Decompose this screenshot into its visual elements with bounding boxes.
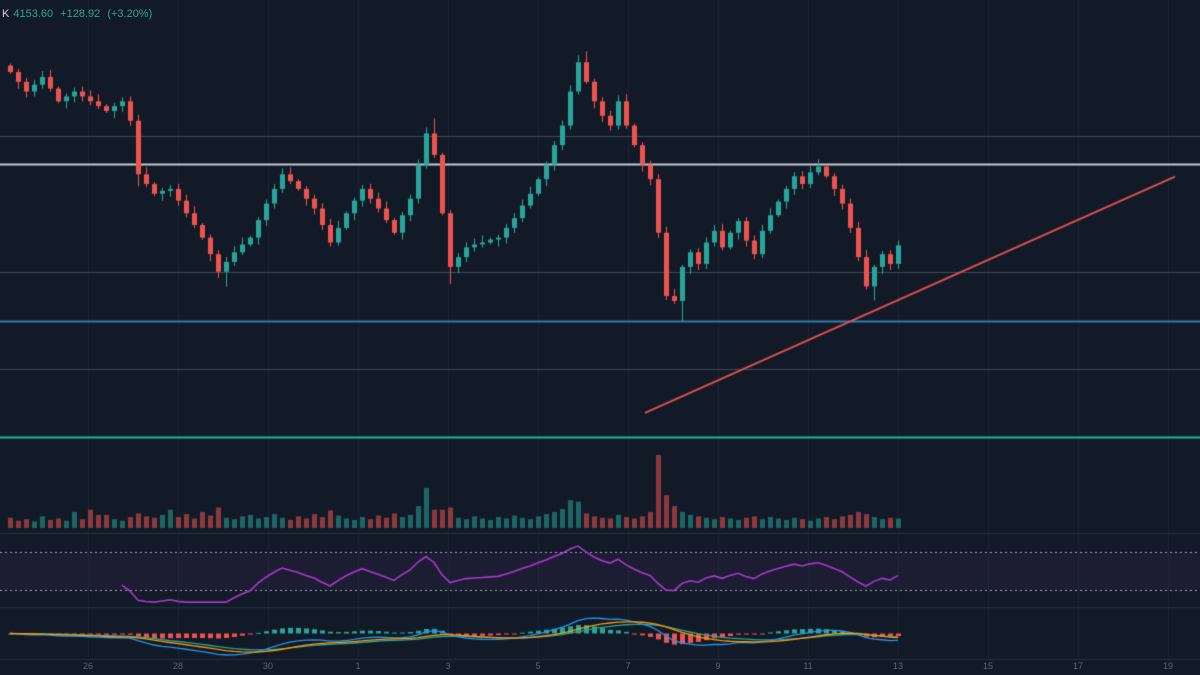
time-axis-label: 1 <box>355 661 361 671</box>
time-axis-label: 11 <box>803 661 813 671</box>
time-axis-label: 30 <box>262 661 274 671</box>
time-axis[interactable]: 26 28 30 1 3 5 7 9 11 13 15 17 19 <box>0 660 1200 675</box>
time-axis-label: 17 <box>1072 661 1084 671</box>
ticker-price: 4153.60 <box>13 8 54 20</box>
time-axis-label: 3 <box>445 661 451 671</box>
time-axis-label: 7 <box>625 661 631 671</box>
time-axis-label: 5 <box>535 661 541 671</box>
time-axis-label: 9 <box>715 661 721 671</box>
time-axis-label: 13 <box>892 661 904 671</box>
ticker-change-pct: (+3.20%) <box>107 8 153 20</box>
ticker-readout: K 4153.60 +128.92 (+3.20%) <box>2 8 156 20</box>
time-axis-label: 15 <box>982 661 994 671</box>
time-axis-label: 26 <box>82 661 94 671</box>
ticker-symbol-fragment: K <box>2 8 10 20</box>
time-axis-label: 19 <box>1162 661 1174 671</box>
ticker-change: +128.92 <box>60 8 101 20</box>
time-axis-label: 28 <box>172 661 184 671</box>
